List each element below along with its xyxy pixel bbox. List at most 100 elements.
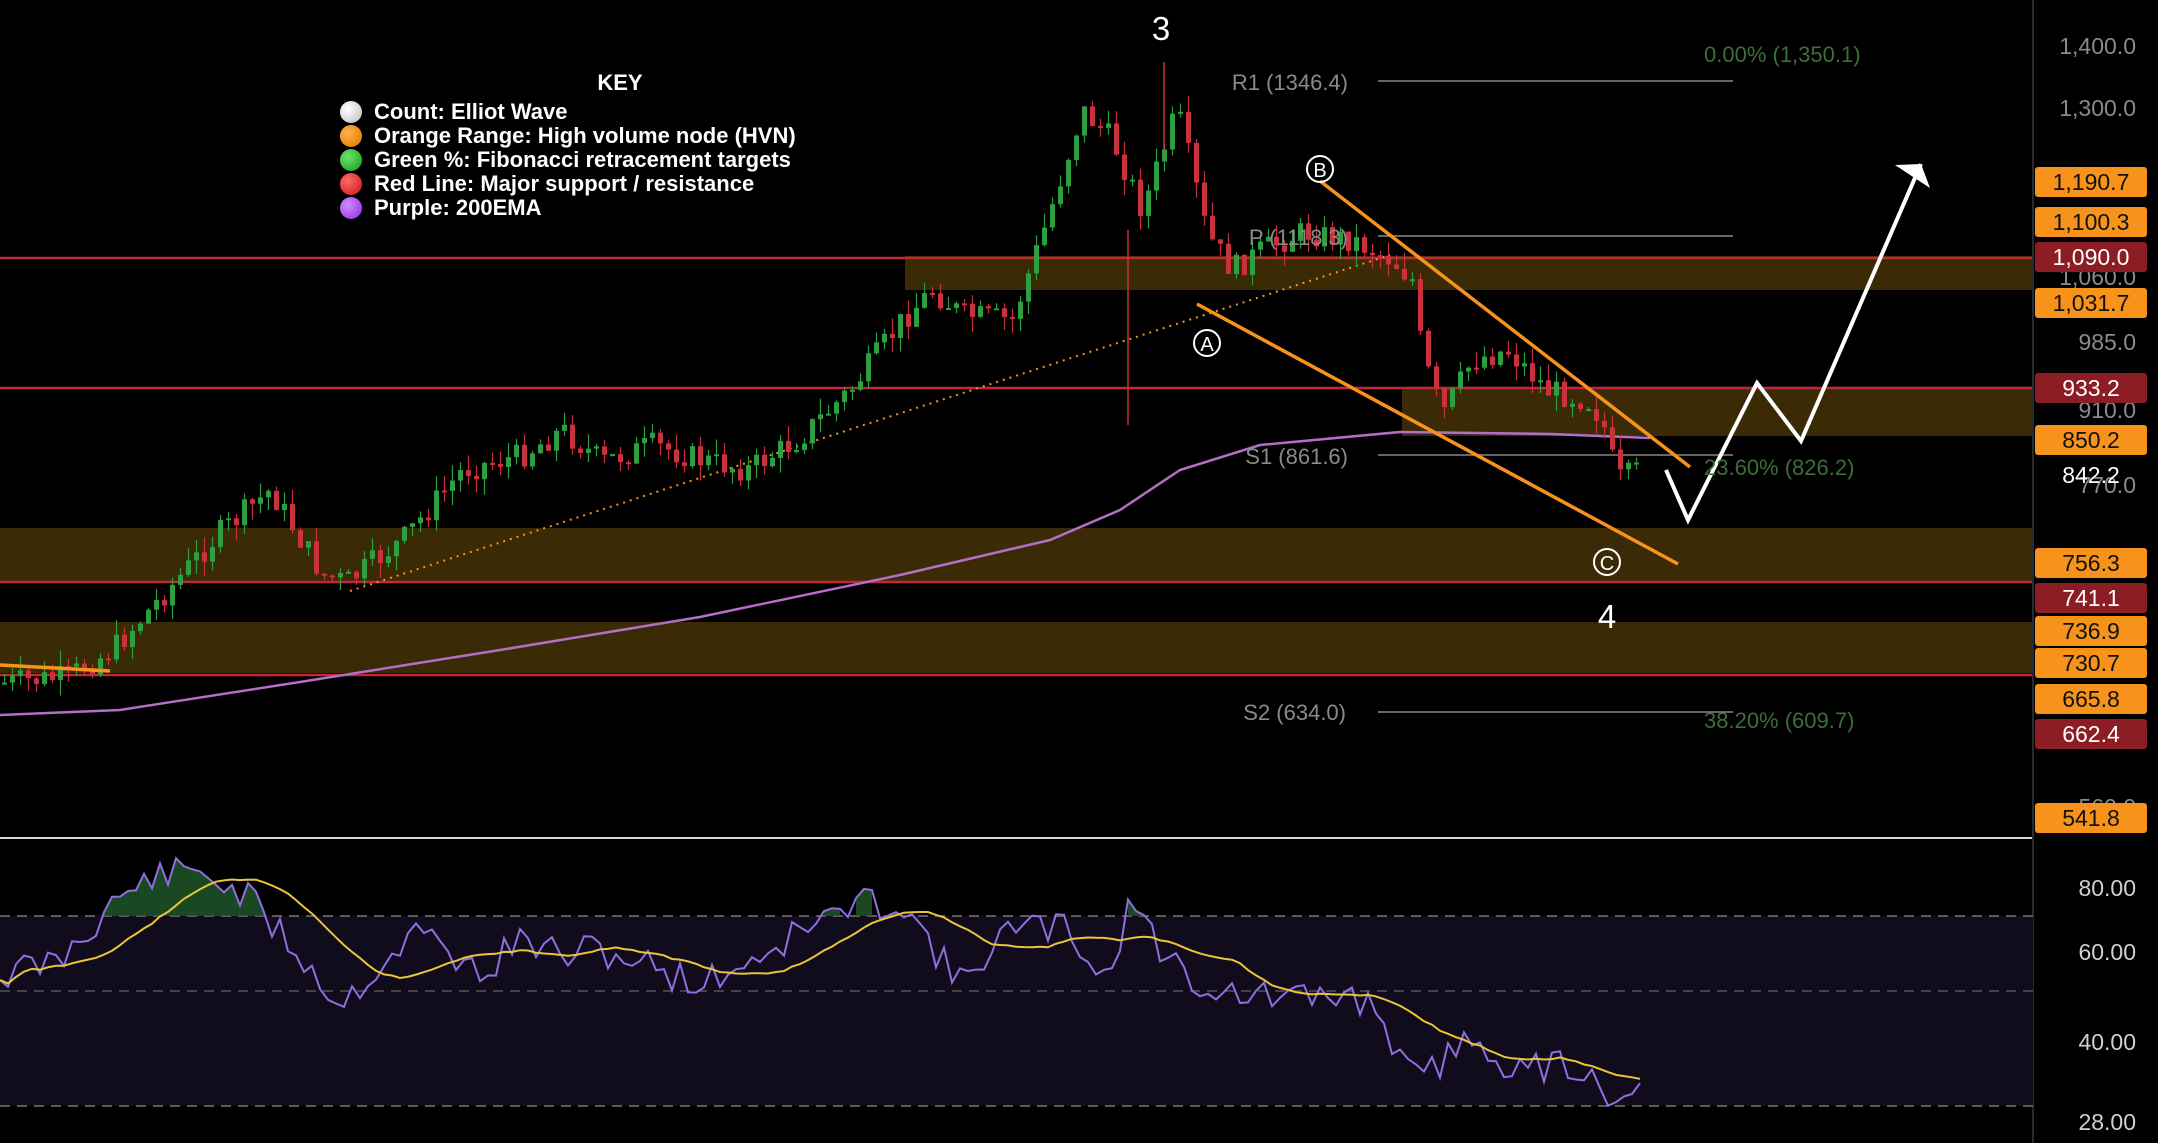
candle-body [1042,227,1047,246]
candle-body [1522,363,1527,367]
price-tag: 736.9 [2035,616,2147,646]
candle-body [834,402,839,414]
candle-body [306,541,311,548]
candle-body [1386,255,1391,265]
candle-body [242,499,247,526]
ema-200-line [0,430,1651,717]
candle-body [146,609,151,624]
red-dot-icon [340,173,362,195]
fib-236-label: 23.60% (826.2) [1704,455,1854,480]
candle-body [162,600,167,606]
candle-body [370,550,375,559]
candle-body [234,518,239,526]
candle-body [698,446,703,466]
candle-body [1010,316,1015,319]
candle-body [1498,351,1503,365]
candle-body [282,503,287,511]
key-item-ema: Purple: 200EMA [340,195,900,220]
wave-b-marker: B [1306,155,1334,183]
candle-body [1450,388,1455,408]
candle-body [1338,231,1343,245]
candle-body [954,303,959,309]
candle-body [410,523,415,527]
candle-body [1154,161,1159,191]
candle-body [106,658,111,661]
candle-body [1442,388,1447,408]
candle-body [978,306,983,317]
pivot-r1-label: R1 (1346.4) [1232,70,1348,95]
candle-body [778,440,783,458]
price-tag: 662.4 [2035,719,2147,749]
candle-body [850,389,855,392]
candle-body [1050,204,1055,228]
price-axis-label: 1,300.0 [2059,95,2136,121]
candle-body [578,448,583,453]
candle-body [42,672,47,684]
candle-body [258,497,263,504]
candle-body [1282,245,1287,252]
candle-body [426,517,431,521]
ema-200-path [0,430,1651,717]
candle-body [1178,111,1183,114]
candle-body [10,675,15,683]
candle-body [322,573,327,576]
candle-body [1506,351,1511,355]
candle-body [826,413,831,416]
candle-body [1114,123,1119,155]
candle-body [1082,106,1087,136]
candle-body [1570,403,1575,407]
candle-body [2,682,7,685]
candle-body [634,443,639,464]
candle-body [1290,240,1295,252]
candle-body [1058,186,1063,205]
candle-body [946,308,951,311]
key-item-support-resistance: Red Line: Major support / resistance [340,171,900,196]
candle-body [930,293,935,296]
candle-body [962,303,967,306]
candle-body [522,444,527,467]
candle-body [1266,236,1271,242]
key-item-fibonacci: Green %: Fibonacci retracement targets [340,147,900,172]
candle-body [570,424,575,449]
hvn-zones-layer [0,256,2033,673]
candle-body [1594,409,1599,421]
candle-body [1418,279,1423,331]
rsi-overbought-fill [1128,899,1144,916]
candle-body [274,490,279,511]
candle-body [1074,135,1079,160]
candle-body [1330,227,1335,245]
rsi-axis: 80.00 60.00 40.00 28.00 [2078,875,2136,1135]
candle-body [402,526,407,541]
candle-body [1002,308,1007,317]
candle-body [202,552,207,562]
candle-body [1034,245,1039,274]
price-tag: 850.2 [2035,425,2147,455]
candle-body [34,678,39,684]
candle-body [1610,427,1615,450]
candle-body [186,560,191,575]
candle-body [378,550,383,564]
candle-body [1378,255,1383,258]
candle-body [1298,223,1303,241]
candle-body [810,419,815,444]
candle-body [58,665,63,680]
candle-body [194,552,199,561]
rsi-line [0,856,1641,1108]
candle-body [514,444,519,458]
candle-body [1514,354,1519,367]
candle-body [706,455,711,466]
candle-body [1194,142,1199,183]
rsi-overbought-fill [104,858,264,916]
candle-body [1530,363,1535,382]
candle-body [682,462,687,467]
key-item-hvn: Orange Range: High volume node (HVN) [340,123,900,148]
purple-dot-icon [340,197,362,219]
pivot-s1-label: S1 (861.6) [1245,444,1348,469]
candle-body [938,293,943,309]
candle-body [458,470,463,481]
candle-body [386,556,391,564]
wave-c-marker: C [1593,548,1621,576]
candle-body [762,454,767,467]
candle-body [266,490,271,498]
